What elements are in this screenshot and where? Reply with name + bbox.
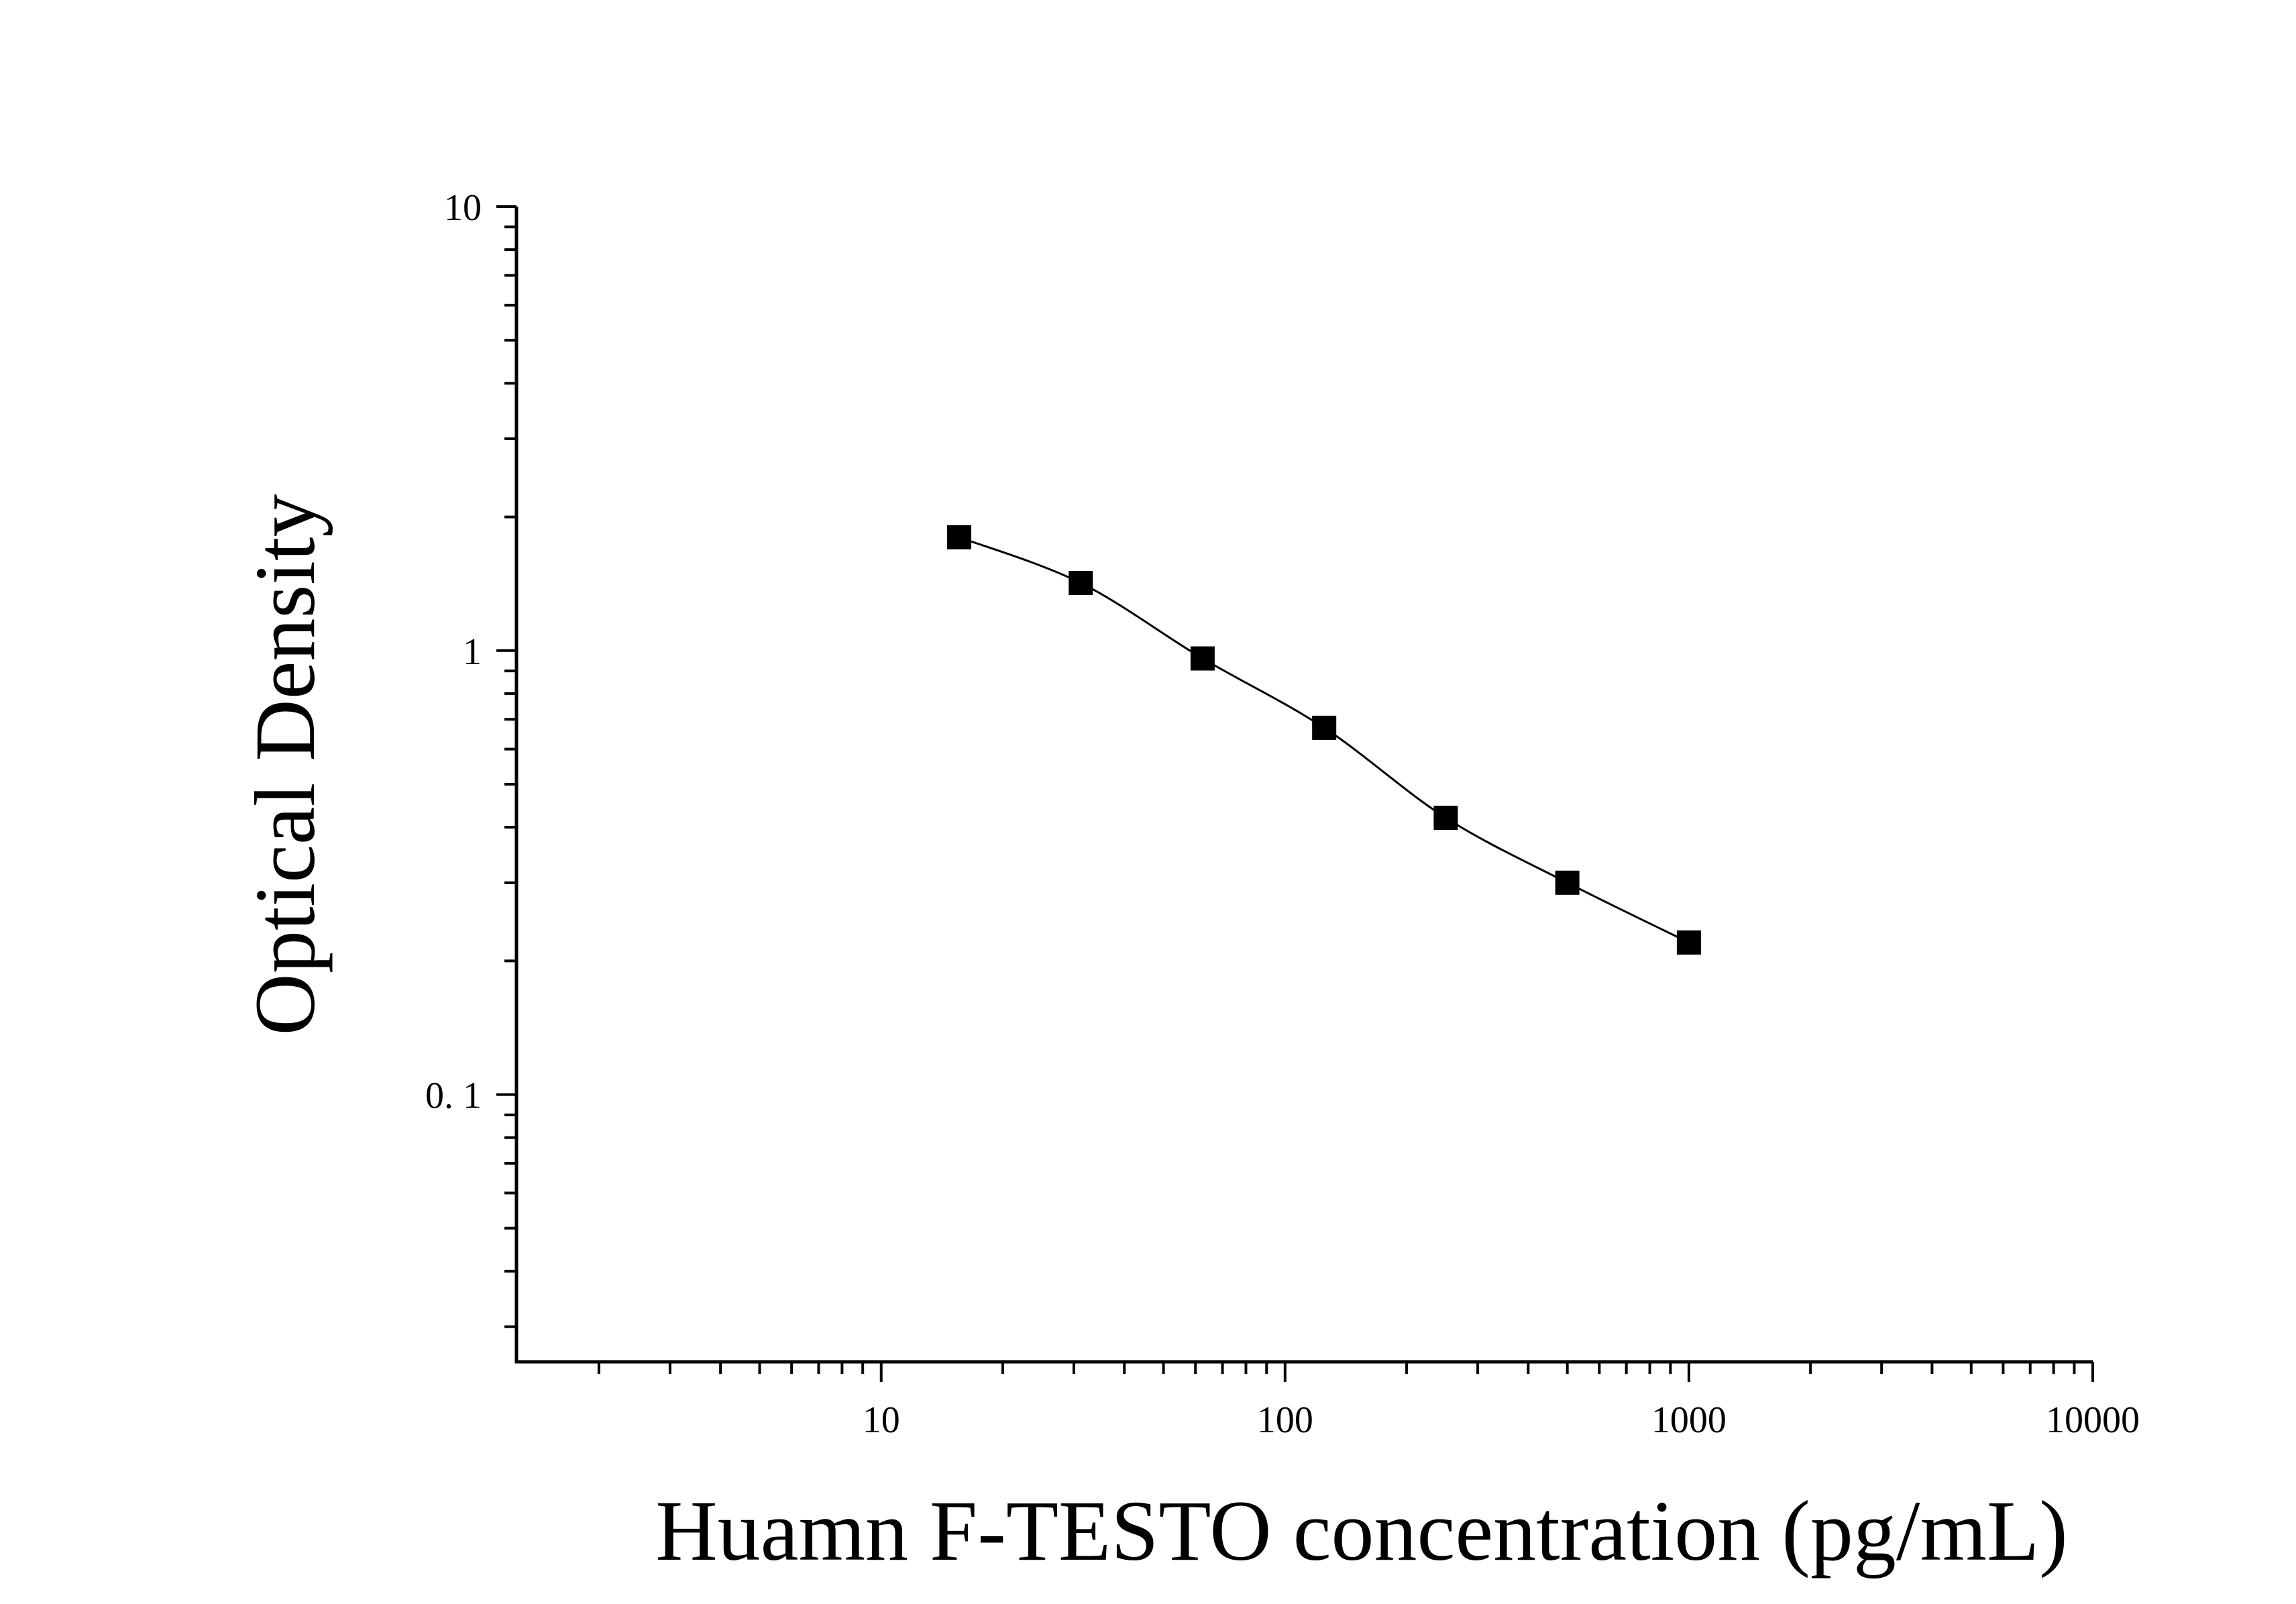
data-point xyxy=(947,525,972,549)
x-tick-label: 10000 xyxy=(2046,1399,2140,1441)
y-tick-label: 10 xyxy=(444,187,482,229)
y-tick-label: 0. 1 xyxy=(425,1075,482,1117)
y-axis-title: Optical Density xyxy=(237,494,333,1036)
data-point xyxy=(1555,870,1580,895)
fit-curve xyxy=(959,536,1690,944)
x-axis-title: Huamn F-TESTO concentration (pg/mL) xyxy=(655,1483,2068,1579)
data-point xyxy=(1676,930,1701,955)
y-tick-label: 1 xyxy=(463,631,482,673)
data-point xyxy=(1433,806,1458,831)
x-tick-label: 10 xyxy=(863,1399,900,1441)
x-tick-label: 1000 xyxy=(1651,1399,1727,1441)
axes xyxy=(496,205,2094,1382)
tick-labels: 10 100 1000 10000 0. 1 1 10 xyxy=(425,187,2140,1441)
data-point xyxy=(1312,715,1337,740)
data-point xyxy=(1069,571,1093,596)
data-point xyxy=(1190,646,1215,671)
data-points xyxy=(947,525,1701,955)
x-tick-label: 100 xyxy=(1257,1399,1313,1441)
